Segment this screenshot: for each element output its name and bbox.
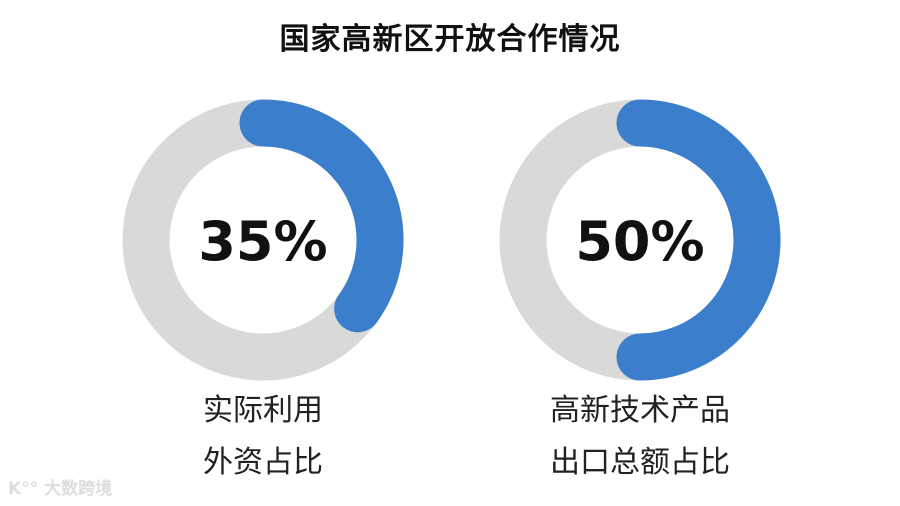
- logo-icon: K°°: [8, 479, 39, 499]
- chart-title: 国家高新区开放合作情况: [279, 22, 621, 57]
- label-line: 外资占比: [203, 445, 323, 480]
- donut-label-2: 高新技术产品 出口总额占比: [490, 385, 790, 489]
- donut-arc-1: [239, 99, 404, 333]
- donut-value-label: 50%: [575, 210, 704, 273]
- label-line: 高新技术产品: [550, 393, 730, 428]
- donut-value-label: 35%: [198, 210, 327, 273]
- label-line: 出口总额占比: [550, 445, 730, 480]
- watermark: K°° 大数跨境: [8, 479, 113, 499]
- donut-arc-2: [616, 99, 781, 381]
- donut-label-1: 实际利用 外资占比: [113, 385, 413, 489]
- label-line: 实际利用: [203, 393, 323, 428]
